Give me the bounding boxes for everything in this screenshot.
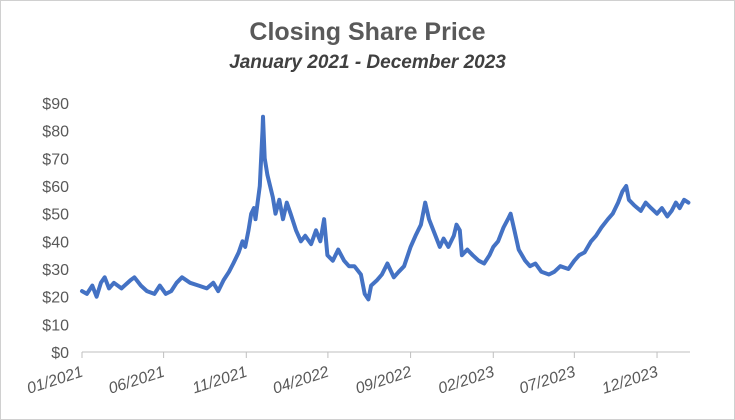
x-tick-label: 02/2023	[436, 364, 496, 398]
y-tick-label: $50	[42, 207, 69, 224]
y-axis: $0 $10 $20 $30 $40 $50 $60 $70 $80 $90	[42, 96, 69, 362]
y-tick-label: $90	[42, 96, 69, 113]
x-axis: 01/2021 06/2021 11/2021 04/2022 09/2022 02/20…	[25, 351, 690, 398]
series-group	[80, 114, 691, 302]
chart-title: Closing Share Price	[249, 18, 486, 46]
chart-subtitle: January 2021 - December 2023	[229, 52, 506, 73]
y-tick-label: $0	[51, 345, 69, 362]
y-tick-label: $60	[42, 179, 69, 196]
x-tick-label: 11/2021	[190, 364, 249, 398]
x-tick-label: 12/2023	[600, 364, 660, 398]
x-tick-label: 06/2021	[107, 364, 167, 398]
y-tick-label: $80	[42, 124, 69, 141]
y-tick-label: $40	[42, 234, 69, 251]
y-tick-label: $30	[42, 262, 69, 279]
x-tick-label: 07/2023	[517, 364, 577, 398]
y-tick-label: $70	[42, 151, 69, 168]
x-tick-label: 09/2022	[354, 364, 414, 398]
series-line	[80, 114, 691, 302]
x-tick-label: 01/2021	[25, 364, 85, 398]
y-tick-label: $10	[42, 317, 69, 334]
x-tick-label: 04/2022	[271, 364, 331, 398]
y-tick-label: $20	[42, 290, 69, 307]
